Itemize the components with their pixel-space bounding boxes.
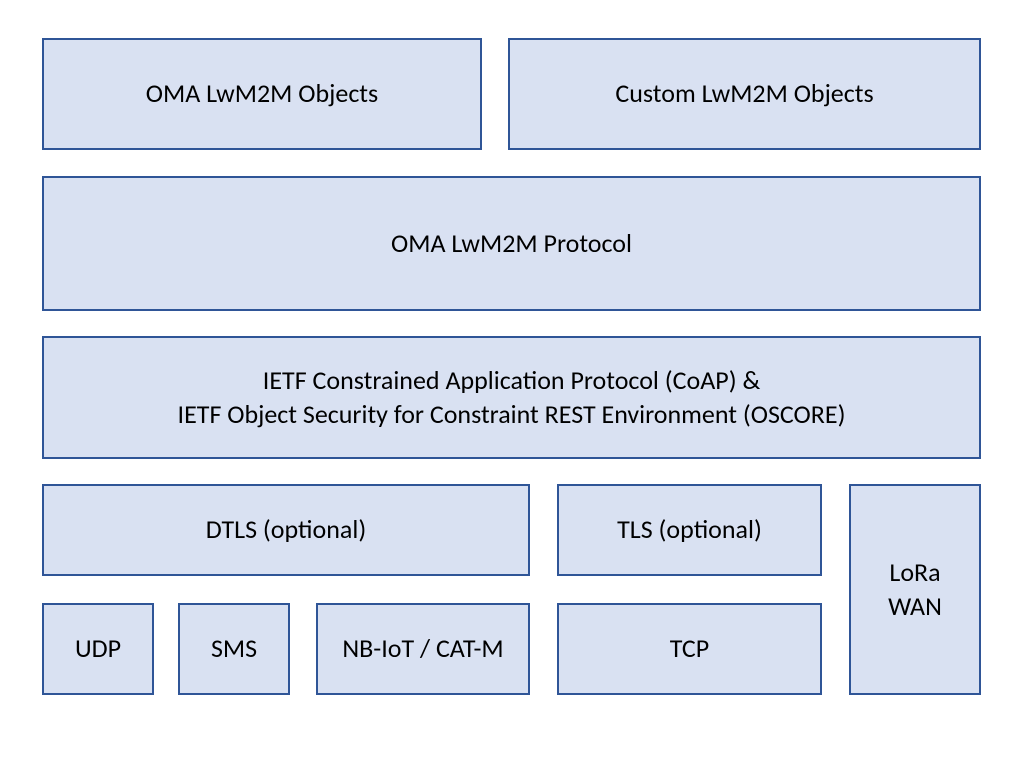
box-tls: TLS (optional) — [557, 484, 822, 576]
box-protocol: OMA LwM2M Protocol — [42, 176, 981, 311]
label-sms: SMS — [211, 632, 257, 666]
box-custom-objects: Custom LwM2M Objects — [508, 38, 981, 150]
label-udp: UDP — [75, 632, 121, 666]
box-nbiot: NB-IoT / CAT-M — [316, 603, 530, 695]
label-protocol: OMA LwM2M Protocol — [391, 227, 632, 261]
label-tcp: TCP — [670, 632, 709, 666]
label-lorawan-line1: LoRa — [888, 556, 942, 590]
label-lorawan-line2: WAN — [888, 590, 942, 624]
label-dtls: DTLS (optional) — [206, 513, 366, 547]
box-lorawan: LoRa WAN — [849, 484, 981, 695]
label-tls: TLS (optional) — [617, 513, 762, 547]
box-coap: IETF Constrained Application Protocol (C… — [42, 336, 981, 459]
box-tcp: TCP — [557, 603, 822, 695]
label-custom-objects: Custom LwM2M Objects — [615, 77, 873, 111]
box-dtls: DTLS (optional) — [42, 484, 530, 576]
box-sms: SMS — [178, 603, 290, 695]
label-nbiot: NB-IoT / CAT-M — [342, 632, 503, 666]
box-udp: UDP — [42, 603, 154, 695]
label-coap-line2: IETF Object Security for Constraint REST… — [178, 398, 846, 432]
box-oma-objects: OMA LwM2M Objects — [42, 38, 482, 150]
label-oma-objects: OMA LwM2M Objects — [146, 77, 378, 111]
label-coap-line1: IETF Constrained Application Protocol (C… — [178, 364, 846, 398]
